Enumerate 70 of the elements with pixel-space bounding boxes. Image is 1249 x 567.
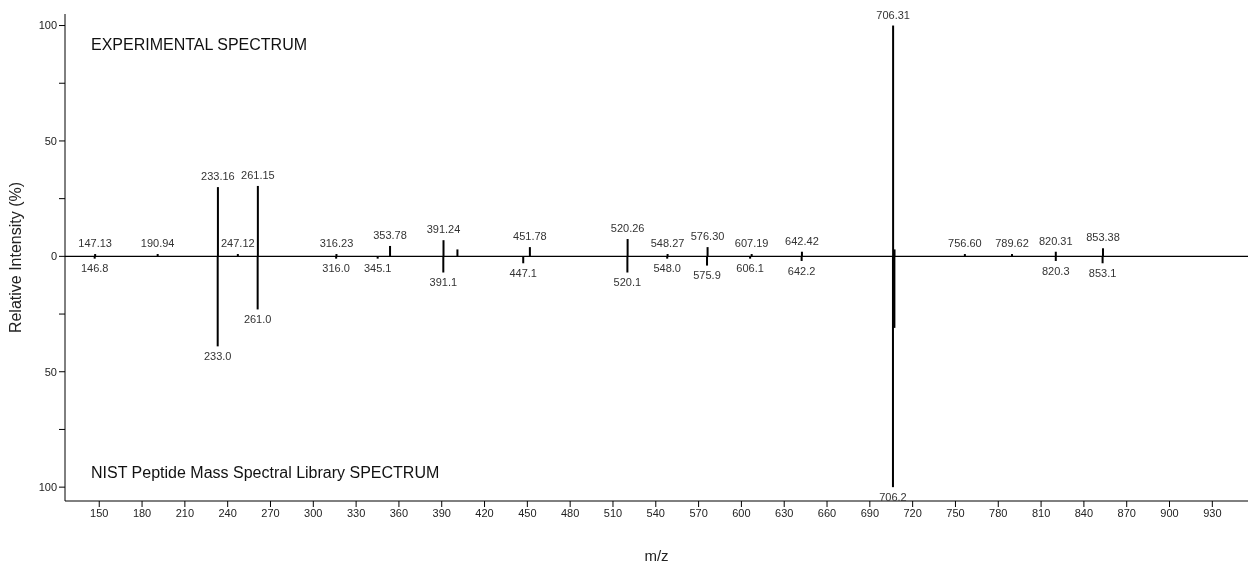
x-tick-label: 300: [304, 506, 323, 519]
annotation: 146.8: [80, 262, 109, 275]
annotation: 147.13: [78, 237, 112, 250]
annotation: 520.1: [613, 276, 642, 289]
annotation: 853.1: [1088, 267, 1117, 280]
y-tick-label: 50: [44, 365, 57, 378]
x-tick-label: 810: [1031, 506, 1051, 519]
annotation: 233.0: [203, 350, 232, 363]
y-axis-title: Relative Intensity (%): [6, 181, 24, 334]
y-tick-label: 100: [38, 19, 57, 32]
x-tick-label: 750: [946, 506, 965, 519]
x-tick-label: 480: [560, 506, 580, 519]
annotation: 391.24: [426, 223, 461, 236]
annotation: 789.62: [995, 237, 1029, 250]
x-tick-label: 210: [175, 506, 195, 519]
annotation: 606.1: [736, 262, 764, 275]
x-tick-label: 240: [218, 506, 237, 519]
annotation: 353.78: [373, 228, 407, 241]
x-tick-label: 630: [775, 506, 794, 519]
annotation: 706.31: [876, 8, 910, 21]
y-tick-label: 100: [38, 481, 57, 494]
annotation: 316.23: [319, 237, 354, 250]
annotation: 190.94: [140, 237, 175, 250]
x-tick-label: 270: [261, 506, 280, 519]
x-tick-label: 720: [903, 506, 922, 519]
annotation: 345.1: [363, 262, 392, 275]
annotation: 447.1: [509, 267, 537, 280]
x-tick-label: 150: [90, 506, 109, 519]
y-tick-label: 50: [44, 134, 57, 147]
x-tick-label: 690: [860, 506, 880, 519]
annotation: 391.1: [429, 276, 458, 289]
x-tick-label: 180: [132, 506, 152, 519]
annotation: 642.2: [787, 264, 816, 277]
y-tick-label: 0: [50, 250, 57, 263]
annotation: 520.26: [610, 222, 645, 235]
annotation: 261.15: [241, 168, 275, 181]
x-tick-label: 900: [1160, 506, 1179, 519]
annotation: 316.0: [322, 262, 350, 275]
annotation: 756.60: [948, 237, 982, 250]
annotation: 820.31: [1038, 234, 1073, 247]
x-tick-label: 360: [389, 506, 409, 519]
annotation: EXPERIMENTAL SPECTRUM: [91, 36, 308, 54]
x-tick-label: 390: [432, 506, 451, 519]
annotation: 642.42: [785, 234, 819, 247]
x-tick-label: 600: [732, 506, 751, 519]
annotation: 261.0: [243, 313, 272, 326]
x-tick-label: 330: [346, 506, 366, 519]
x-tick-label: 570: [689, 506, 708, 519]
annotation: 607.19: [734, 237, 769, 250]
x-tick-label: 930: [1203, 506, 1222, 519]
annotation: 548.27: [650, 237, 685, 250]
annotation: 706.2: [879, 490, 907, 503]
annotation: 451.78: [513, 230, 547, 243]
x-tick-label: 660: [817, 506, 837, 519]
x-tick-label: 540: [646, 506, 665, 519]
x-tick-label: 510: [603, 506, 623, 519]
x-tick-label: 780: [989, 506, 1008, 519]
annotation: 233.16: [201, 170, 235, 183]
annotation: NIST Peptide Mass Spectral Library SPECTRUM: [91, 464, 440, 482]
annotation: 548.0: [653, 262, 681, 275]
annotation: 853.38: [1086, 231, 1120, 244]
annotation: 575.9: [693, 269, 721, 282]
x-tick-label: 450: [518, 506, 537, 519]
x-axis-title: m/z: [644, 547, 669, 564]
x-tick-label: 420: [475, 506, 494, 519]
annotation: 820.3: [1042, 264, 1070, 277]
x-tick-label: 870: [1117, 506, 1136, 519]
annotation: 576.30: [690, 230, 725, 243]
x-tick-label: 840: [1074, 506, 1094, 519]
annotation: 247.12: [221, 237, 255, 250]
